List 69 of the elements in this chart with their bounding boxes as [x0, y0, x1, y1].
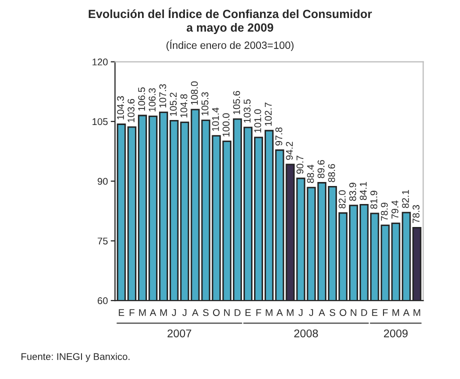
data-label: 101.4: [212, 108, 219, 131]
data-label: 78.9: [380, 202, 388, 221]
data-label: 94.2: [286, 142, 293, 160]
y-tick-label: 90: [98, 178, 108, 185]
data-label: 101.0: [254, 109, 262, 132]
data-label: 88.6: [328, 164, 336, 182]
y-tick-label: 105: [92, 118, 108, 126]
data-label: 108.0: [190, 81, 198, 105]
y-tick-label: 60: [98, 297, 108, 304]
data-label: 105.3: [201, 92, 208, 116]
x-tick-label: J: [172, 309, 176, 316]
x-tick-label: J: [298, 309, 302, 316]
text: 2007: [168, 329, 192, 338]
x-tick-label: M: [266, 309, 272, 316]
x-tick-label: O: [340, 309, 346, 316]
x-tick-label: A: [276, 309, 283, 316]
x-tick-label: N: [224, 309, 230, 316]
data-label: 103.5: [244, 99, 251, 123]
x-tick-label: J: [182, 309, 186, 316]
data-label: 106.3: [148, 88, 156, 112]
x-tick-label: A: [318, 309, 326, 316]
x-tick-label: E: [372, 309, 378, 316]
x-tick-label: A: [150, 309, 156, 316]
data-label: 79.4: [391, 200, 398, 219]
x-tick-label: M: [139, 309, 146, 316]
data-label: 103.6: [128, 98, 134, 122]
data-label: 90.7: [296, 156, 304, 174]
data-label: 84.1: [360, 182, 367, 200]
data-label: 105.6: [233, 91, 240, 114]
x-tick-label: E: [118, 309, 124, 316]
data-label: 104.3: [117, 96, 124, 120]
chart-subtitle: (Índice enero de 2003=100): [166, 40, 294, 51]
x-tick-label: A: [192, 309, 198, 316]
data-label: 105.2: [170, 92, 177, 116]
x-tick-label: F: [383, 309, 388, 316]
x-tick-label: M: [286, 309, 294, 316]
data-label: 89.6: [318, 160, 324, 178]
x-tick-label: M: [414, 309, 420, 316]
data-label: 88.4: [307, 164, 314, 183]
chart-title: Evolución del Índice de Confianza del Consumidor a mayo de 2009: [88, 8, 372, 34]
data-label: 82.1: [402, 190, 409, 208]
x-tick-label: O: [213, 309, 220, 316]
x-tick-label: M: [160, 309, 167, 316]
data-label: 81.9: [370, 190, 378, 209]
x-tick-label: F: [256, 309, 262, 316]
x-tick-label: J: [309, 309, 314, 316]
x-tick-label: N: [350, 309, 356, 316]
x-tick-label: A: [403, 309, 410, 316]
text: 2009: [384, 329, 408, 338]
source-note: Fuente: INEGI y Banxico.: [22, 352, 130, 362]
data-label: 97.8: [275, 127, 282, 146]
x-tick-label: M: [392, 309, 400, 316]
data-label: 106.5: [138, 87, 146, 111]
y-tick-label: 120: [92, 58, 108, 66]
x-tick-label: S: [330, 309, 336, 316]
data-label: 100.0: [222, 113, 230, 136]
x-tick-label: D: [361, 309, 368, 316]
x-tick-label: D: [234, 309, 240, 316]
x-tick-label: E: [246, 309, 251, 316]
data-label: 82.0: [338, 190, 346, 208]
data-label: 102.7: [264, 102, 272, 126]
data-label: 83.9: [349, 182, 356, 201]
data-label: 104.8: [180, 94, 188, 118]
text: 2008: [294, 329, 318, 338]
data-label: 107.3: [159, 84, 166, 108]
x-tick-label: F: [130, 309, 134, 316]
y-tick-label: 75: [98, 238, 108, 244]
x-tick-label: S: [202, 309, 209, 316]
data-label: 78.3: [412, 205, 420, 224]
